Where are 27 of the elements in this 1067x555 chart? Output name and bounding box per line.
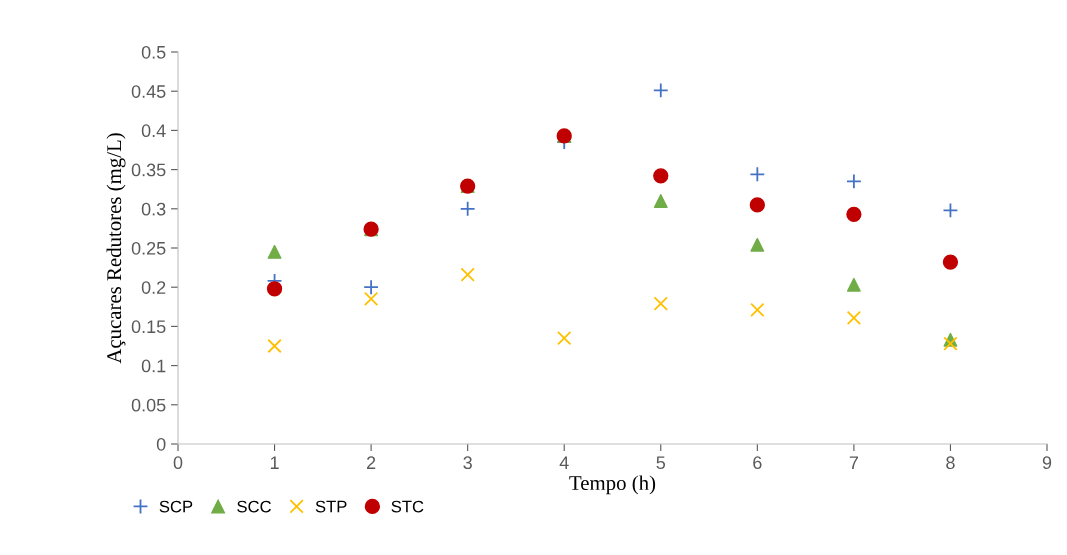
x-tick-label: 3 — [463, 456, 472, 470]
x-tick-label: 9 — [1042, 456, 1052, 470]
legend-label: SCP — [159, 500, 193, 513]
x-tick-label: 4 — [559, 456, 569, 469]
x-tick-label: 6 — [753, 456, 762, 470]
legend-label: STC — [391, 500, 424, 513]
y-tick-label: 0.15 — [131, 320, 166, 334]
x-tick-label: 2 — [367, 456, 376, 469]
x-tick-label: 7 — [849, 456, 858, 469]
y-tick-label: 0.25 — [131, 241, 166, 255]
y-tick-label: 0.05 — [131, 398, 166, 412]
x-tick-label: 0 — [173, 456, 183, 470]
y-tick-label: 0.5 — [141, 45, 166, 59]
legend-label: SCC — [237, 500, 271, 513]
x-tick-label: 8 — [946, 456, 955, 470]
x-tick-label: 5 — [656, 456, 666, 470]
y-tick-label: 0.2 — [141, 281, 166, 294]
y-tick-label: 0.4 — [141, 124, 166, 138]
x-tick-label: 1 — [270, 456, 279, 469]
x-axis-title: Tempo (h) — [569, 475, 656, 495]
y-tick-label: 0.3 — [141, 202, 166, 216]
y-tick-label: 0 — [156, 437, 166, 451]
y-axis-title: Açucares Redutores (mg/L) — [106, 133, 126, 364]
y-tick-label: 0.35 — [131, 163, 166, 177]
legend-label: STP — [315, 500, 347, 513]
y-tick-label: 0.45 — [131, 85, 166, 98]
y-tick-label: 0.1 — [141, 359, 166, 373]
